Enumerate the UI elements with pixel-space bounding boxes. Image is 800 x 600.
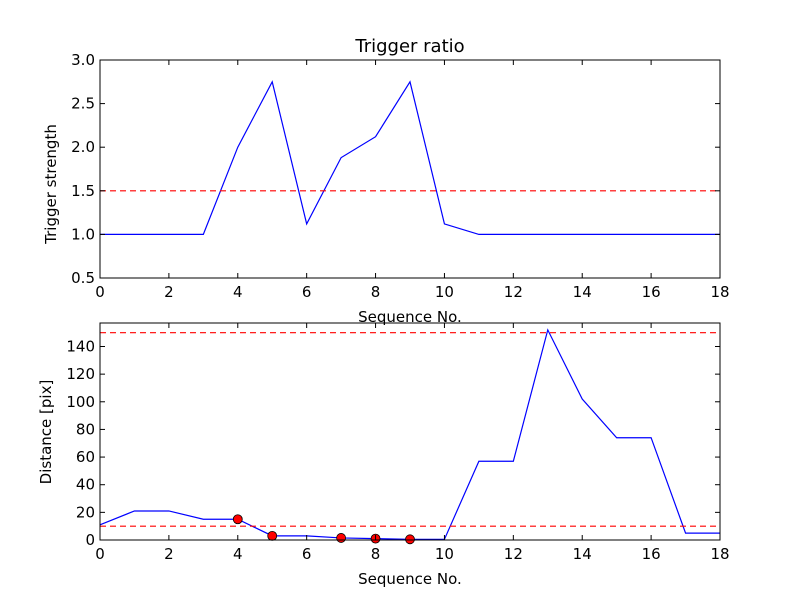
- distance-marker-0: [232, 514, 243, 525]
- trigger-ratio-xtick-label-6: 12: [504, 283, 523, 301]
- trigger-ratio-ytick-label-4: 2.5: [71, 95, 95, 113]
- distance-xtick-label-3: 6: [302, 545, 312, 563]
- trigger-ratio-xtick-label-7: 14: [573, 283, 592, 301]
- trigger-ratio-series-line-0: [100, 80, 720, 235]
- trigger-ratio-xtick-label-0: 0: [95, 283, 105, 301]
- distance-axes: Sequence No. Distance [pix] 0 2 4 6 8 10 12 14 1…: [37, 322, 730, 588]
- distance-xtick-label-0: 0: [95, 545, 105, 563]
- distance-marker-4: [405, 534, 415, 545]
- trigger-ratio-axes: Trigger ratio Sequence No. Trigger stren…: [42, 36, 730, 326]
- distance-xtick-label-2: 4: [233, 545, 243, 563]
- trigger-ratio-ytick-label-3: 2.0: [71, 138, 95, 156]
- distance-ytick-label-3: 60: [76, 448, 95, 466]
- distance-xtick-label-9: 18: [710, 545, 729, 563]
- distance-ytick-label-0: 0: [85, 531, 95, 549]
- distance-ytick-label-6: 120: [66, 365, 95, 383]
- distance-ylabel: Distance [pix]: [37, 380, 55, 485]
- trigger-ratio-ytick-label-5: 3.0: [71, 51, 95, 69]
- trigger-ratio-xtick-label-1: 2: [164, 283, 174, 301]
- distance-ytick-label-2: 40: [76, 476, 95, 494]
- distance-xtick-label-7: 14: [573, 545, 592, 563]
- distance-xtick-label-4: 8: [371, 545, 381, 563]
- trigger-ratio-ytick-label-1: 1.0: [71, 225, 95, 243]
- distance-ytick-label-4: 80: [76, 420, 95, 438]
- trigger-ratio-xtick-label-5: 10: [435, 283, 454, 301]
- trigger-ratio-ytick-label-2: 1.5: [71, 182, 95, 200]
- trigger-ratio-xlabel: Sequence No.: [358, 308, 462, 326]
- trigger-ratio-xtick-label-9: 18: [710, 283, 729, 301]
- trigger-ratio-xtick-label-3: 6: [302, 283, 312, 301]
- distance-xtick-label-5: 10: [435, 545, 454, 563]
- trigger-ratio-xtick-label-4: 8: [371, 283, 381, 301]
- distance-ytick-label-5: 100: [66, 393, 95, 411]
- distance-xlabel: Sequence No.: [358, 570, 462, 588]
- trigger-ratio-xtick-label-2: 4: [233, 283, 243, 301]
- trigger-ratio-title: Trigger ratio: [354, 36, 464, 57]
- distance-axes-frame: [99, 322, 721, 541]
- trigger-ratio-axes-frame: [99, 59, 721, 279]
- trigger-ratio-xtick-label-8: 16: [642, 283, 661, 301]
- distance-xtick-label-1: 2: [164, 545, 174, 563]
- distance-ytick-label-1: 20: [76, 503, 95, 521]
- distance-xtick-label-8: 16: [642, 545, 661, 563]
- distance-marker-2: [336, 533, 347, 543]
- trigger-ratio-ylabel: Trigger strength: [42, 124, 60, 245]
- distance-ytick-label-7: 140: [66, 337, 95, 355]
- distance-xtick-label-6: 12: [504, 545, 523, 563]
- trigger-ratio-ytick-label-0: 0.5: [71, 269, 95, 287]
- distance-marker-1: [267, 530, 278, 541]
